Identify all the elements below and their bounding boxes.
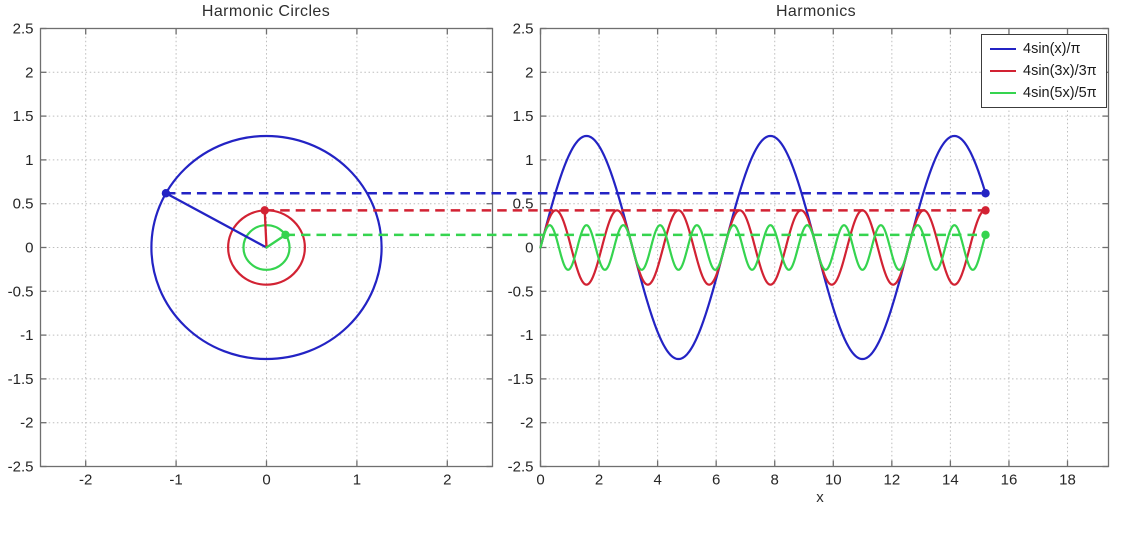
harmonic-1-circle [150,134,383,361]
right-chart-y-tick-label: 2.5 [513,21,534,38]
left-chart-y-tick-label: -1.5 [8,371,34,388]
right-chart-y-tick-label: -2.5 [508,459,534,476]
legend-line-sample [990,70,1016,72]
left-chart-y-tick-label: -1 [20,327,33,344]
harmonic-1-end-marker [981,189,990,198]
right-chart-y-tick-label: -1.5 [508,371,534,388]
right-chart-x-tick-label: 18 [1059,472,1076,489]
right-chart-y-tick-label: 0.5 [513,196,534,213]
right-chart-y-tick-label: 2 [525,64,533,81]
left-chart-x-tick-label: 1 [353,472,361,489]
legend-label: 4sin(5x)/5π [1023,85,1097,101]
harmonic-1-radius-line [164,192,268,249]
right-chart-xlabel: x [816,489,824,506]
right-chart-title: Harmonics [775,3,857,20]
right-chart-y-tick-label: 1.5 [513,108,534,125]
left-chart-y-tick-label: 1 [25,152,33,169]
harmonic-1-phase-marker [161,189,171,198]
legend: 4sin(x)/π 4sin(3x)/3π 4sin(5x)/5π [981,34,1107,108]
right-chart-x-tick-label: 4 [653,472,661,489]
right-chart-y-tick-label: -0.5 [508,283,534,300]
right-chart-y-tick-label: 1 [525,152,533,169]
legend-entry-harmonic-5: 4sin(5x)/5π [990,82,1097,104]
left-chart-y-tick-label: 0.5 [13,196,34,213]
left-chart-y-tick-label: 1.5 [13,108,34,125]
right-chart-x-tick-label: 10 [825,472,842,489]
legend-line-sample [990,92,1016,94]
left-chart-y-tick-label: 2.5 [13,21,34,38]
right-chart-y-tick-label: -1 [520,327,533,344]
right-chart-x-tick-label: 2 [595,472,603,489]
right-chart-y-tick-label: 0 [525,240,533,257]
left-chart-y-tick-label: 2 [25,64,33,81]
right-chart-x-tick-label: 8 [771,472,779,489]
harmonic-3-phase-marker [260,206,269,215]
left-chart-x-tick-label: 2 [443,472,451,489]
left-chart-y-tick-label: 0 [25,240,33,257]
harmonic-3-radius-line [263,209,268,249]
right-chart-x-tick-label: 6 [712,472,720,489]
right-chart-y-tick-label: -2 [520,415,533,432]
legend-entry-harmonic-1: 4sin(x)/π [990,38,1097,60]
legend-label: 4sin(3x)/3π [1023,63,1097,79]
harmonic-3-end-marker [981,206,990,215]
left-chart-y-tick-label: -2 [20,415,33,432]
right-chart-x-tick-label: 0 [536,472,544,489]
left-chart-y-tick-label: -2.5 [8,459,34,476]
right-chart-x-tick-label: 12 [883,472,900,489]
left-chart-title: Harmonic Circles [201,3,331,20]
left-chart-y-tick-label: -0.5 [8,283,34,300]
right-chart-x-tick-label: 16 [1001,472,1018,489]
left-chart-x-tick-label: -2 [79,472,92,489]
right-chart-x-tick-label: 14 [942,472,959,489]
legend-line-sample [990,48,1016,50]
left-chart-x-tick-label: 0 [262,472,270,489]
harmonic-5-sine-curve [539,224,987,271]
legend-entry-harmonic-3: 4sin(3x)/3π [990,60,1097,82]
harmonic-5-end-marker [981,230,990,240]
legend-label: 4sin(x)/π [1023,41,1081,57]
harmonic-5-phase-marker [281,230,290,240]
left-chart-x-tick-label: -1 [169,472,182,489]
